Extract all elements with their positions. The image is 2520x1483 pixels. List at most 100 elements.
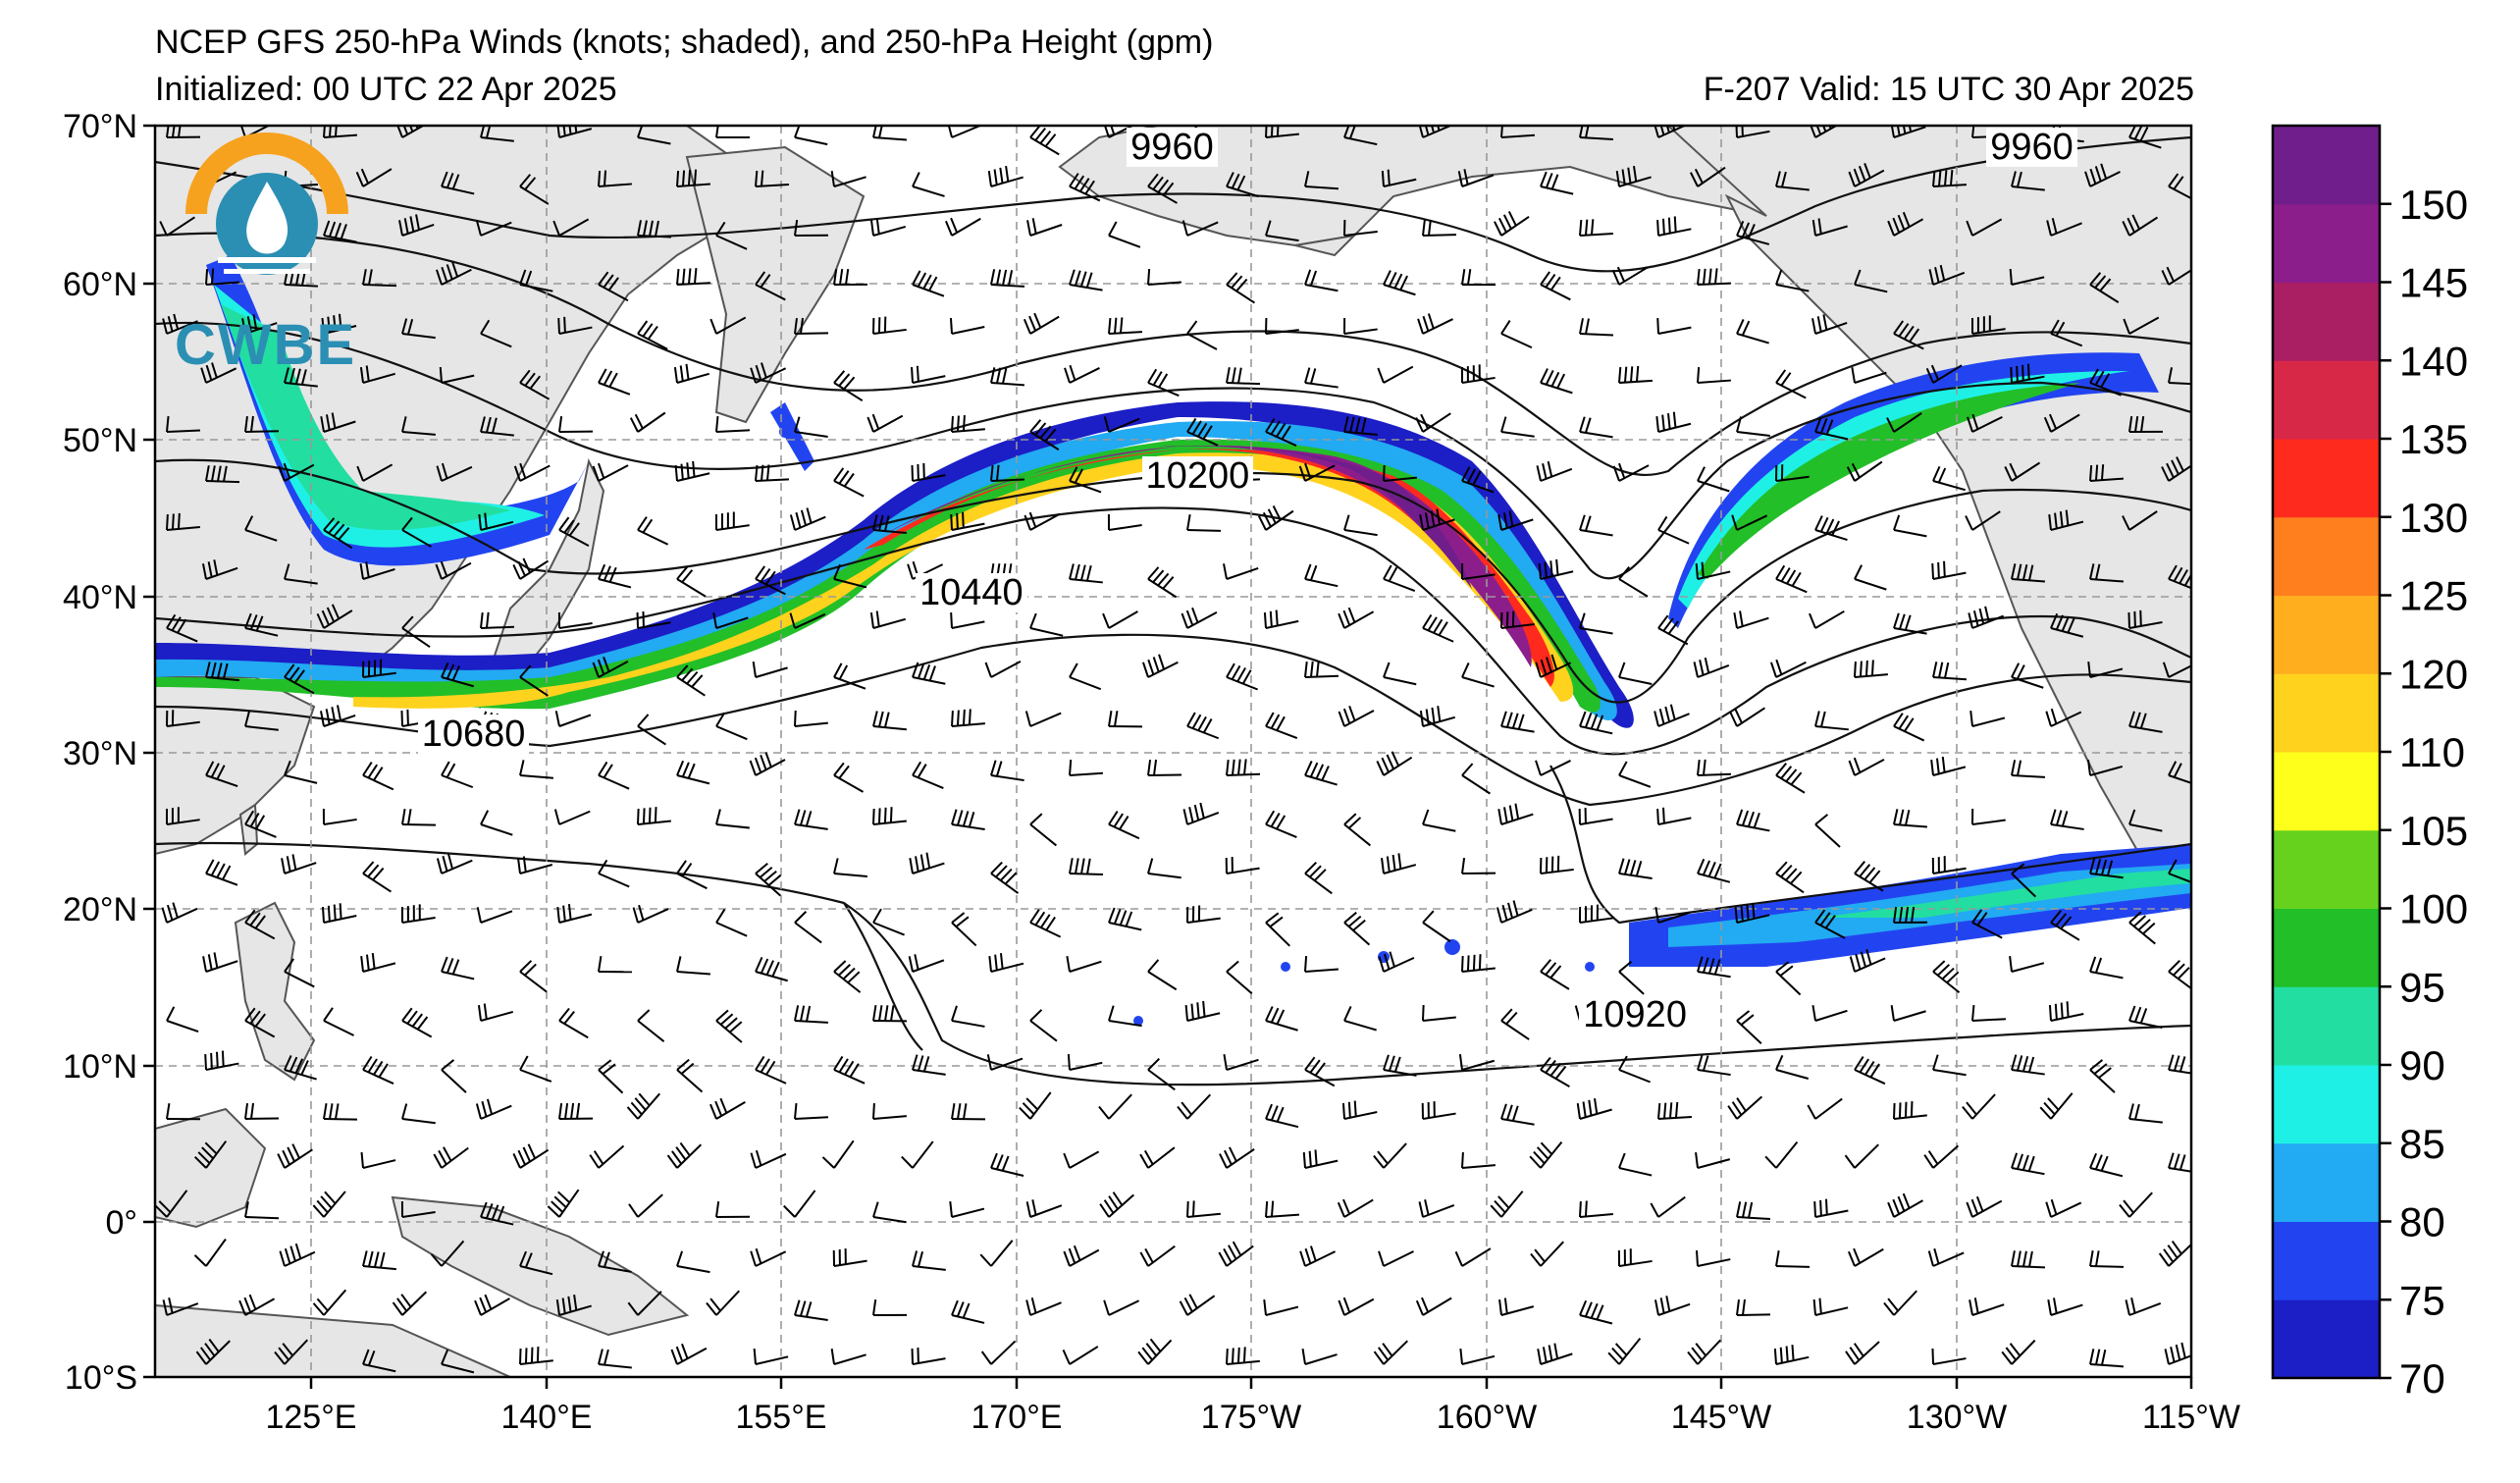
wind-barb xyxy=(951,1299,985,1324)
wind-barb xyxy=(1265,712,1298,739)
wind-barb xyxy=(2161,456,2191,482)
wind-barb xyxy=(1376,751,1413,776)
wind-barb xyxy=(1304,1056,1336,1087)
wind-barb xyxy=(1219,1146,1255,1169)
wind-barb xyxy=(1137,1338,1173,1365)
wind-barb xyxy=(912,1250,946,1271)
wind-barb xyxy=(872,1005,908,1023)
wind-barb xyxy=(1814,515,1848,542)
wind-barb xyxy=(1024,511,1061,531)
wind-barb xyxy=(872,807,907,825)
wind-barb xyxy=(912,270,945,297)
wind-barb xyxy=(1497,510,1534,531)
wind-barb xyxy=(441,761,474,789)
wind-barb xyxy=(1927,1247,1965,1267)
wind-barb xyxy=(794,126,828,146)
wind-barb xyxy=(166,1103,201,1121)
lat-lon-grid xyxy=(155,126,2191,1377)
wind-barb xyxy=(519,269,553,292)
wind-barb xyxy=(988,953,1024,973)
wind-barb xyxy=(984,661,1022,678)
wind-barb xyxy=(1540,171,1574,195)
wind-barb xyxy=(1654,1296,1691,1316)
wind-barb xyxy=(1147,959,1178,991)
wind-barb xyxy=(1578,808,1613,825)
wind-barb xyxy=(670,1343,708,1365)
wind-barb xyxy=(1618,365,1653,384)
wind-barb xyxy=(1147,566,1178,599)
wind-barb xyxy=(1457,169,1495,187)
wind-barb xyxy=(912,761,944,790)
wind-barb xyxy=(2009,955,2045,973)
colorbar-label: 150 xyxy=(2399,182,2468,228)
wind-barb xyxy=(362,1250,396,1271)
colorbar-label: 145 xyxy=(2399,260,2468,306)
wind-barb xyxy=(872,316,907,335)
contour-label: 9960 xyxy=(1127,127,1218,167)
colorbar-label: 75 xyxy=(2399,1277,2445,1323)
wind-barb xyxy=(1029,612,1064,637)
wind-barb xyxy=(1458,1054,1495,1071)
wind-barb xyxy=(195,1338,231,1365)
wind-barb xyxy=(1971,808,2006,825)
wind-barb xyxy=(1925,364,1963,384)
wind-barb xyxy=(755,1055,787,1085)
wind-barb xyxy=(1226,759,1261,776)
wind-barb xyxy=(477,1003,514,1022)
wind-barb xyxy=(1811,1005,1848,1022)
wind-barb xyxy=(1186,712,1220,740)
wind-barb xyxy=(1147,1057,1176,1091)
wind-barb xyxy=(1969,710,2006,727)
wind-barb xyxy=(833,662,866,690)
wind-barb xyxy=(1019,1091,1052,1120)
wind-barb xyxy=(2168,367,2191,386)
wind-barb xyxy=(1265,417,1297,447)
wind-barb xyxy=(1854,1056,1886,1086)
colorbar-block xyxy=(2273,1299,2380,1379)
wind-barb xyxy=(360,952,396,973)
wind-barb xyxy=(359,561,395,580)
wind-barb xyxy=(1500,711,1535,733)
wind-barb xyxy=(321,903,357,924)
wind-barb xyxy=(430,1240,465,1267)
wind-barb xyxy=(1257,504,1294,531)
wind-barb xyxy=(1223,563,1259,580)
wind-barb xyxy=(1540,368,1573,395)
wind-barb xyxy=(244,1201,280,1220)
wind-barb xyxy=(441,1059,467,1093)
wind-barb xyxy=(1538,558,1574,580)
wind-barb xyxy=(1579,318,1614,337)
wind-barb xyxy=(244,415,280,433)
wind-barb xyxy=(1099,1192,1134,1218)
wind-barb xyxy=(1775,861,1805,894)
wind-barb xyxy=(555,1295,592,1316)
wind-barb xyxy=(244,1007,276,1038)
wind-barb xyxy=(205,465,240,484)
wind-barb xyxy=(901,1140,934,1169)
wind-barb xyxy=(1422,613,1454,643)
wind-barb xyxy=(1418,1199,1455,1218)
wind-barb xyxy=(2123,316,2160,335)
wind-barb xyxy=(1579,904,1613,924)
wind-barb xyxy=(205,662,239,682)
wind-barb xyxy=(1304,563,1339,588)
wind-barb xyxy=(2089,1349,2124,1368)
wind-barb xyxy=(2043,413,2080,433)
wind-barb xyxy=(1579,219,1613,237)
wind-barb xyxy=(2119,1192,2153,1218)
wind-barb xyxy=(1579,126,1614,140)
wind-barb xyxy=(480,126,514,142)
wind-barb xyxy=(166,415,201,433)
wind-barb xyxy=(1343,911,1371,946)
wind-barb xyxy=(1618,566,1649,598)
wind-barb xyxy=(2009,268,2045,286)
wind-barb xyxy=(1461,954,1496,973)
wind-barb xyxy=(1932,960,1961,994)
wind-barb xyxy=(519,369,551,400)
wind-barb xyxy=(1223,1054,1259,1071)
wind-barb xyxy=(1775,763,1806,794)
wind-barb xyxy=(637,714,667,746)
wind-barb xyxy=(1098,1093,1132,1120)
wind-barb xyxy=(1615,165,1652,187)
wind-barb xyxy=(872,1201,907,1224)
